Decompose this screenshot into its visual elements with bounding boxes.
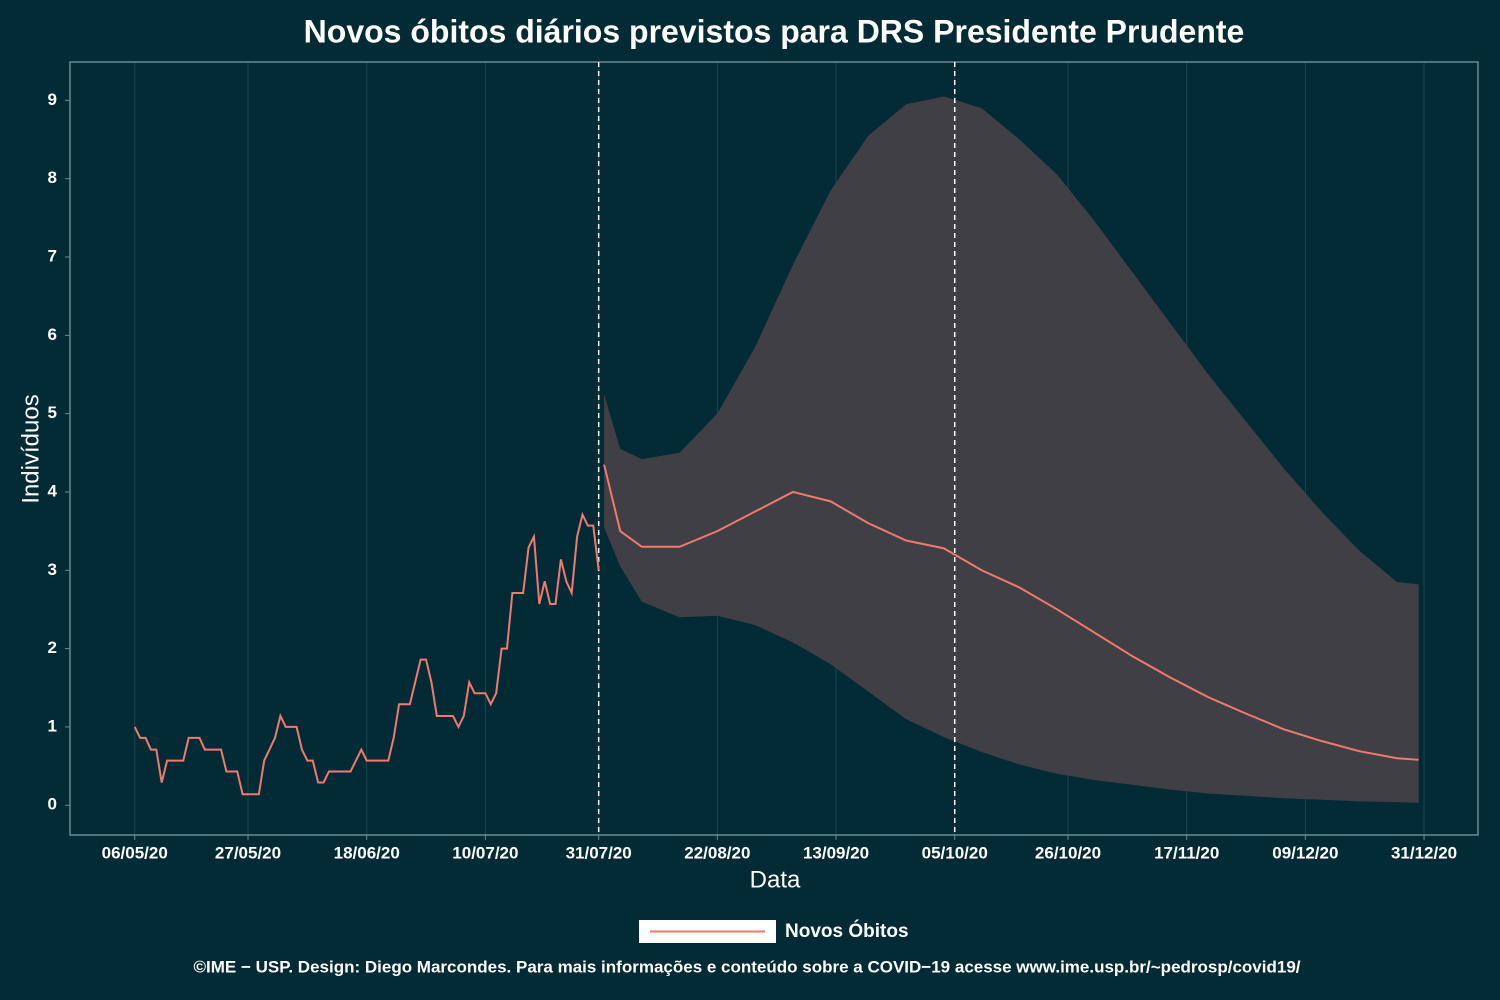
- confidence-band: [604, 96, 1419, 803]
- y-tick-label: 5: [48, 403, 57, 422]
- y-tick-label: 3: [48, 560, 57, 579]
- plot-border: [69, 61, 1479, 836]
- y-tick-label: 6: [48, 325, 57, 344]
- x-tick-label: 05/10/20: [922, 843, 988, 862]
- x-tick-label: 09/12/20: [1272, 843, 1338, 862]
- x-axis-label: Data: [750, 866, 801, 893]
- observed-line: [133, 511, 600, 796]
- y-tick-label: 2: [48, 638, 57, 657]
- y-tick-label: 7: [48, 246, 57, 265]
- x-tick-label: 10/07/20: [452, 843, 518, 862]
- x-tick-label: 18/06/20: [334, 843, 400, 862]
- plot-layer: [65, 61, 1479, 840]
- x-tick-label: 13/09/20: [803, 843, 869, 862]
- y-tick-label: 1: [48, 716, 57, 735]
- x-tick-label: 17/11/20: [1154, 843, 1219, 862]
- footer: ©IME − USP. Design: Diego Marcondes. Par…: [193, 957, 1300, 976]
- x-tick-label: 27/05/20: [215, 843, 281, 862]
- y-tick-label: 8: [48, 168, 57, 187]
- x-tick-label: 26/10/20: [1035, 843, 1101, 862]
- x-tick-label: 31/07/20: [566, 843, 632, 862]
- legend-label: Novos Óbitos: [785, 920, 909, 942]
- y-tick-label: 4: [48, 481, 58, 500]
- y-axis-label: Indivíduos: [17, 394, 44, 503]
- x-tick-label: 06/05/20: [102, 843, 168, 862]
- y-tick-label: 9: [48, 90, 57, 109]
- chart-title: Novos óbitos diários previstos para DRS …: [304, 13, 1245, 49]
- forecast-line: [603, 464, 1419, 761]
- x-tick-label: 31/12/20: [1391, 843, 1457, 862]
- y-tick-label: 0: [48, 795, 57, 814]
- x-tick-label: 22/08/20: [684, 843, 750, 862]
